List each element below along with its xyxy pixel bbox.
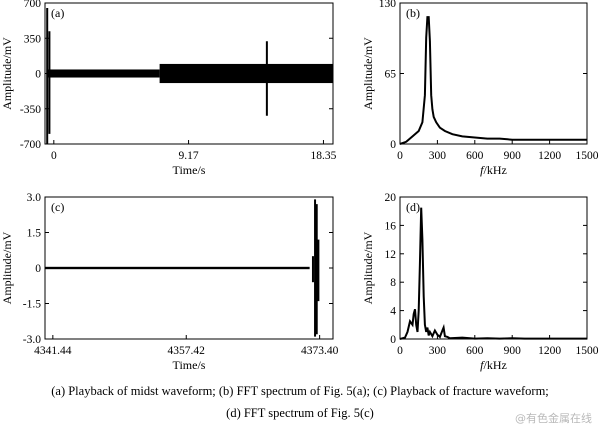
- y-tick-label: 8: [390, 277, 396, 289]
- x-tick-label: 4357.42: [168, 345, 206, 357]
- spectrum-line: [399, 16, 587, 145]
- signal-band: [46, 69, 160, 78]
- panel-label: (d): [406, 200, 420, 214]
- y-tick-label: -3.0: [23, 334, 41, 346]
- x-tick-label: 900: [504, 150, 522, 162]
- x-tick-label: 0: [397, 150, 403, 162]
- y-axis-title: Amplitude/mV: [0, 231, 14, 304]
- x-tick-label: 4341.44: [34, 345, 72, 357]
- caption-line-1: (a) Playback of midst waveform; (b) FFT …: [51, 384, 549, 398]
- x-tick-label: 900: [504, 345, 522, 357]
- y-tick-label: 130: [379, 0, 397, 10]
- y-tick-label: 0: [35, 263, 41, 275]
- x-axis-title: f/kHz: [480, 358, 507, 372]
- x-tick-label: 18.35: [311, 150, 337, 162]
- y-tick-label: 0: [390, 334, 396, 346]
- y-tick-label: 20: [385, 192, 397, 204]
- y-axis-title: Amplitude/mV: [361, 37, 375, 110]
- x-tick-label: 4373.40: [301, 345, 339, 357]
- x-tick-label: 300: [429, 345, 447, 357]
- x-tick-label: 1500: [576, 345, 599, 357]
- y-tick-label: 0: [35, 69, 41, 81]
- y-tick-label: -350: [20, 104, 41, 116]
- spectrum-line: [399, 207, 587, 340]
- panel-label: (c): [51, 200, 64, 214]
- y-tick-label: 1.5: [27, 228, 42, 240]
- y-tick-label: 700: [24, 0, 42, 10]
- y-tick-label: 12: [385, 249, 397, 261]
- y-tick-label: 3.0: [27, 192, 42, 204]
- panel-label: (b): [406, 6, 420, 20]
- x-tick-label: 0: [51, 150, 57, 162]
- plot-frame: [399, 2, 588, 145]
- y-axis-title: Amplitude/mV: [361, 231, 375, 304]
- y-tick-label: -1.5: [23, 299, 41, 311]
- watermark: @有色金属在线: [515, 412, 592, 425]
- x-tick-label: 9.17: [178, 150, 198, 162]
- x-tick-label: 300: [429, 150, 447, 162]
- x-tick-label: 1200: [538, 150, 561, 162]
- y-tick-label: 16: [385, 220, 397, 232]
- plot-frame: [399, 196, 588, 340]
- x-axis-title: Time/s: [173, 163, 206, 177]
- caption-line-2: (d) FFT spectrum of Fig. 5(c): [226, 406, 374, 420]
- x-tick-label: 600: [466, 150, 484, 162]
- x-axis-title: Time/s: [173, 358, 206, 372]
- signal-band: [159, 63, 333, 84]
- x-tick-label: 1200: [538, 345, 561, 357]
- x-tick-label: 1500: [576, 150, 599, 162]
- y-tick-label: -700: [20, 139, 41, 151]
- y-tick-label: 65: [385, 69, 397, 81]
- y-axis-title: Amplitude/mV: [0, 37, 14, 110]
- y-tick-label: 0: [390, 139, 396, 151]
- y-tick-label: 4: [390, 306, 396, 318]
- panel-label: (a): [51, 6, 64, 20]
- y-tick-label: 350: [24, 33, 42, 45]
- x-tick-label: 600: [466, 345, 484, 357]
- x-tick-label: 0: [397, 345, 403, 357]
- signal-band: [45, 266, 310, 270]
- x-axis-title: f/kHz: [480, 163, 507, 177]
